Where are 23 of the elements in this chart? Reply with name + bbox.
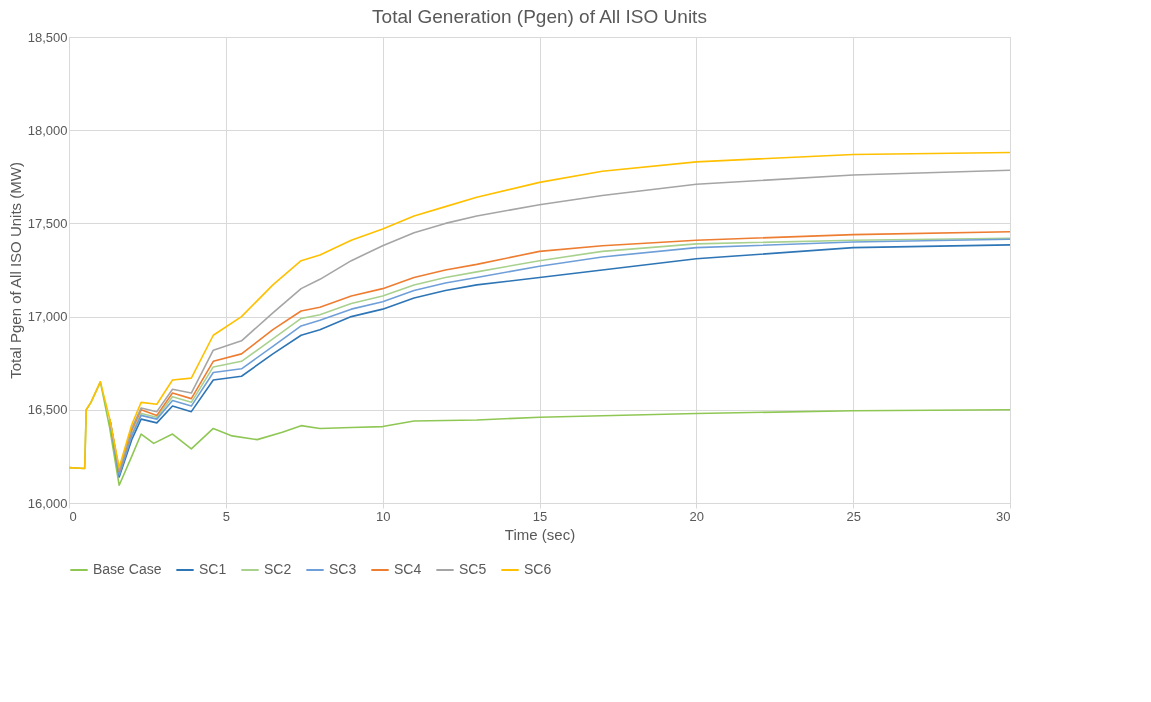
- legend-label: SC6: [524, 561, 552, 577]
- y-tick-label: 18,000: [27, 122, 68, 138]
- x-tick-label: 25: [846, 508, 861, 524]
- y-axis-title: Total Pgen of All ISO Units (MW): [6, 162, 24, 379]
- legend-label: SC2: [264, 561, 292, 577]
- x-tick-label: 5: [222, 508, 230, 524]
- y-tick-label: 16,500: [27, 402, 68, 418]
- y-tick-label: 17,000: [27, 309, 68, 325]
- y-tick-label: 16,000: [27, 495, 68, 511]
- x-tick-label: 20: [689, 508, 705, 524]
- x-tick-label: 10: [375, 508, 391, 524]
- x-tick-label: 0: [69, 508, 77, 524]
- y-tick-label: 18,500: [27, 29, 68, 45]
- x-tick-label: 15: [532, 508, 548, 524]
- legend-label: SC4: [394, 561, 422, 577]
- y-tick-label: 17,500: [27, 215, 68, 231]
- x-tick-label: 30: [996, 508, 1011, 524]
- x-axis-title: Time (sec): [504, 525, 576, 543]
- legend-label: SC5: [459, 561, 487, 577]
- legend-label: Base Case: [93, 561, 162, 577]
- legend-label: SC1: [199, 561, 227, 577]
- legend-label: SC3: [329, 561, 357, 577]
- chart-title: Total Generation (Pgen) of All ISO Units: [372, 6, 707, 27]
